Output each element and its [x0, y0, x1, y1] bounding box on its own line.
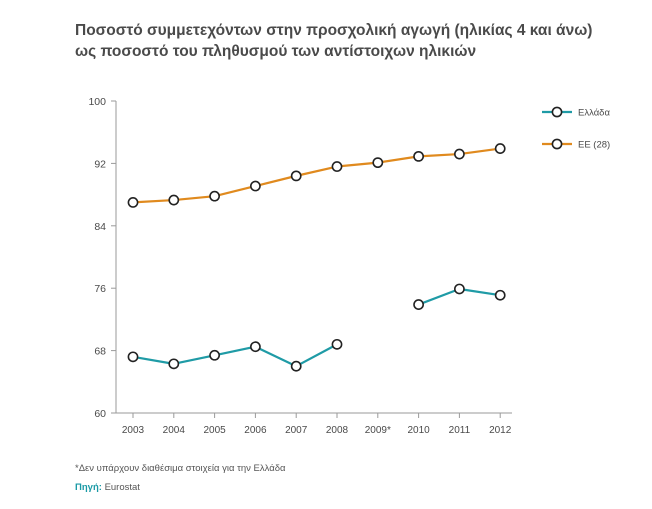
data-point — [453, 283, 465, 295]
series-line — [132, 147, 501, 204]
source-label: Πηγή: — [75, 482, 102, 493]
data-point — [249, 180, 261, 192]
x-tick-label: 2005 — [203, 425, 226, 436]
x-tick-label: 2007 — [285, 425, 308, 436]
y-tick-label: 100 — [88, 96, 106, 108]
legend-label: ΕΕ (28) — [578, 140, 610, 151]
x-tick-label: 2008 — [326, 425, 349, 436]
chart-legend: Ελλάδα ΕΕ (28) — [542, 106, 610, 151]
x-tick-label: 2009* — [365, 425, 391, 436]
source-value: Eurostat — [104, 482, 140, 493]
x-tick-label: 2011 — [449, 425, 471, 436]
chart-axes: 60 68 76 84 92 100 2003 2004 2005 2006 2007 2008 200… — [88, 96, 512, 436]
data-point — [168, 194, 180, 206]
chart-title: Ποσοστό συμμετεχόντων στην προσχολική αγ… — [75, 20, 635, 62]
series-line — [132, 343, 338, 368]
chart-title-line-1: Ποσοστό συμμετεχόντων στην προσχολική αγ… — [75, 22, 593, 39]
data-point — [453, 148, 465, 160]
legend-swatch-marker — [551, 138, 563, 150]
data-point — [494, 289, 506, 301]
chart-title-line-2: ως ποσοστό του πληθυσμού των αντίστοιχων… — [75, 43, 477, 60]
y-tick-label: 92 — [94, 158, 106, 170]
legend-label: Ελλάδα — [578, 108, 610, 119]
data-point — [209, 190, 220, 202]
series-lines — [127, 143, 506, 372]
y-tick-label: 84 — [94, 221, 106, 233]
data-point — [290, 170, 302, 182]
data-point — [290, 360, 302, 372]
x-tick-label: 2006 — [244, 425, 267, 436]
y-tick-label: 76 — [94, 283, 106, 295]
data-point — [331, 338, 343, 350]
x-tick-label: 2012 — [489, 425, 512, 436]
data-point — [127, 351, 139, 363]
data-point — [413, 299, 424, 310]
x-tick-label: 2003 — [122, 425, 145, 436]
footnote: *Δεν υπάρχουν διαθέσιμα στοιχεία για την… — [75, 463, 286, 474]
data-point — [168, 358, 180, 370]
source-note: Πηγή: Eurostat — [75, 482, 140, 493]
data-point — [372, 157, 384, 169]
data-point — [494, 143, 506, 154]
x-tick-label: 2004 — [163, 425, 186, 436]
data-point — [249, 341, 261, 353]
data-point — [127, 196, 139, 208]
y-tick-label: 60 — [94, 408, 106, 420]
data-point — [209, 349, 220, 361]
x-tick-label: 2010 — [407, 425, 430, 436]
data-point — [413, 150, 424, 162]
y-tick-label: 68 — [94, 346, 106, 358]
data-point — [331, 161, 343, 172]
legend-swatch-marker — [551, 106, 563, 118]
